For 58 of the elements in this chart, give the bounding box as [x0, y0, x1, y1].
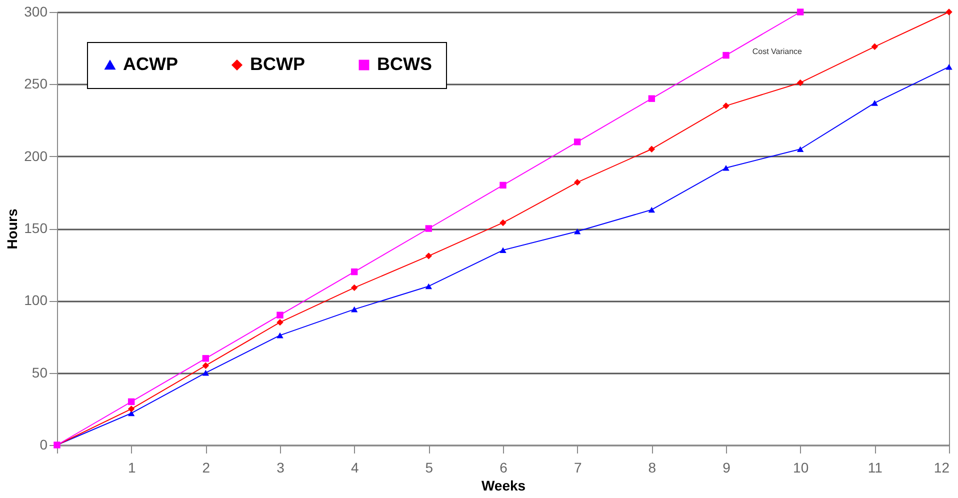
x-tick-label: 4 [350, 460, 359, 476]
point [425, 283, 432, 290]
y-tick-label: 0 [40, 436, 48, 452]
point [276, 332, 284, 338]
point [350, 284, 358, 292]
point [648, 206, 656, 213]
point [500, 182, 506, 189]
point [276, 318, 284, 326]
x-tick-label: 12 [934, 460, 950, 476]
point [796, 146, 804, 152]
legend-label: BCWP [250, 54, 305, 74]
y-tick-label: 150 [24, 220, 48, 236]
annotation: Cost Variance [752, 47, 803, 56]
point [202, 362, 210, 369]
x-tick-label: 11 [868, 460, 883, 476]
point [796, 79, 804, 86]
point [500, 247, 506, 254]
point [871, 43, 878, 50]
point [946, 64, 952, 70]
point [722, 102, 730, 110]
x-tick-label: 6 [500, 460, 508, 476]
point [425, 252, 432, 260]
x-tick-label: 3 [276, 460, 285, 476]
y-tick-label: 250 [24, 76, 48, 92]
x-tick-label: 5 [425, 460, 434, 476]
y-tick-label: 300 [24, 4, 48, 20]
x-tick-label: 10 [793, 460, 809, 476]
point [425, 225, 432, 232]
point [202, 355, 210, 362]
point [722, 164, 730, 171]
x-axis-title: Weeks [481, 478, 526, 494]
point [871, 100, 878, 106]
point [202, 370, 210, 376]
point [796, 8, 804, 16]
y-tick-label: 50 [32, 364, 48, 380]
point [128, 406, 135, 412]
x-tick-label: 7 [574, 460, 582, 476]
x-tick-label: 9 [722, 460, 731, 476]
x-tick-label: 2 [202, 460, 210, 476]
legend-label: ACWP [123, 54, 178, 74]
x-tick-label: 8 [648, 460, 656, 476]
y-tick-label: 200 [24, 148, 48, 164]
point [500, 219, 506, 226]
point [722, 52, 730, 59]
point [648, 146, 656, 152]
point [276, 312, 284, 318]
legend-label: BCWS [377, 54, 432, 74]
y-tick-label: 100 [24, 292, 48, 308]
point [574, 178, 581, 186]
y-axis-title: Hours [4, 208, 20, 250]
point [648, 95, 656, 102]
point [350, 306, 358, 312]
point [946, 8, 952, 16]
point [350, 268, 358, 276]
x-tick-label: 1 [128, 460, 136, 476]
point [574, 228, 581, 234]
point [128, 398, 135, 406]
point [574, 138, 581, 146]
